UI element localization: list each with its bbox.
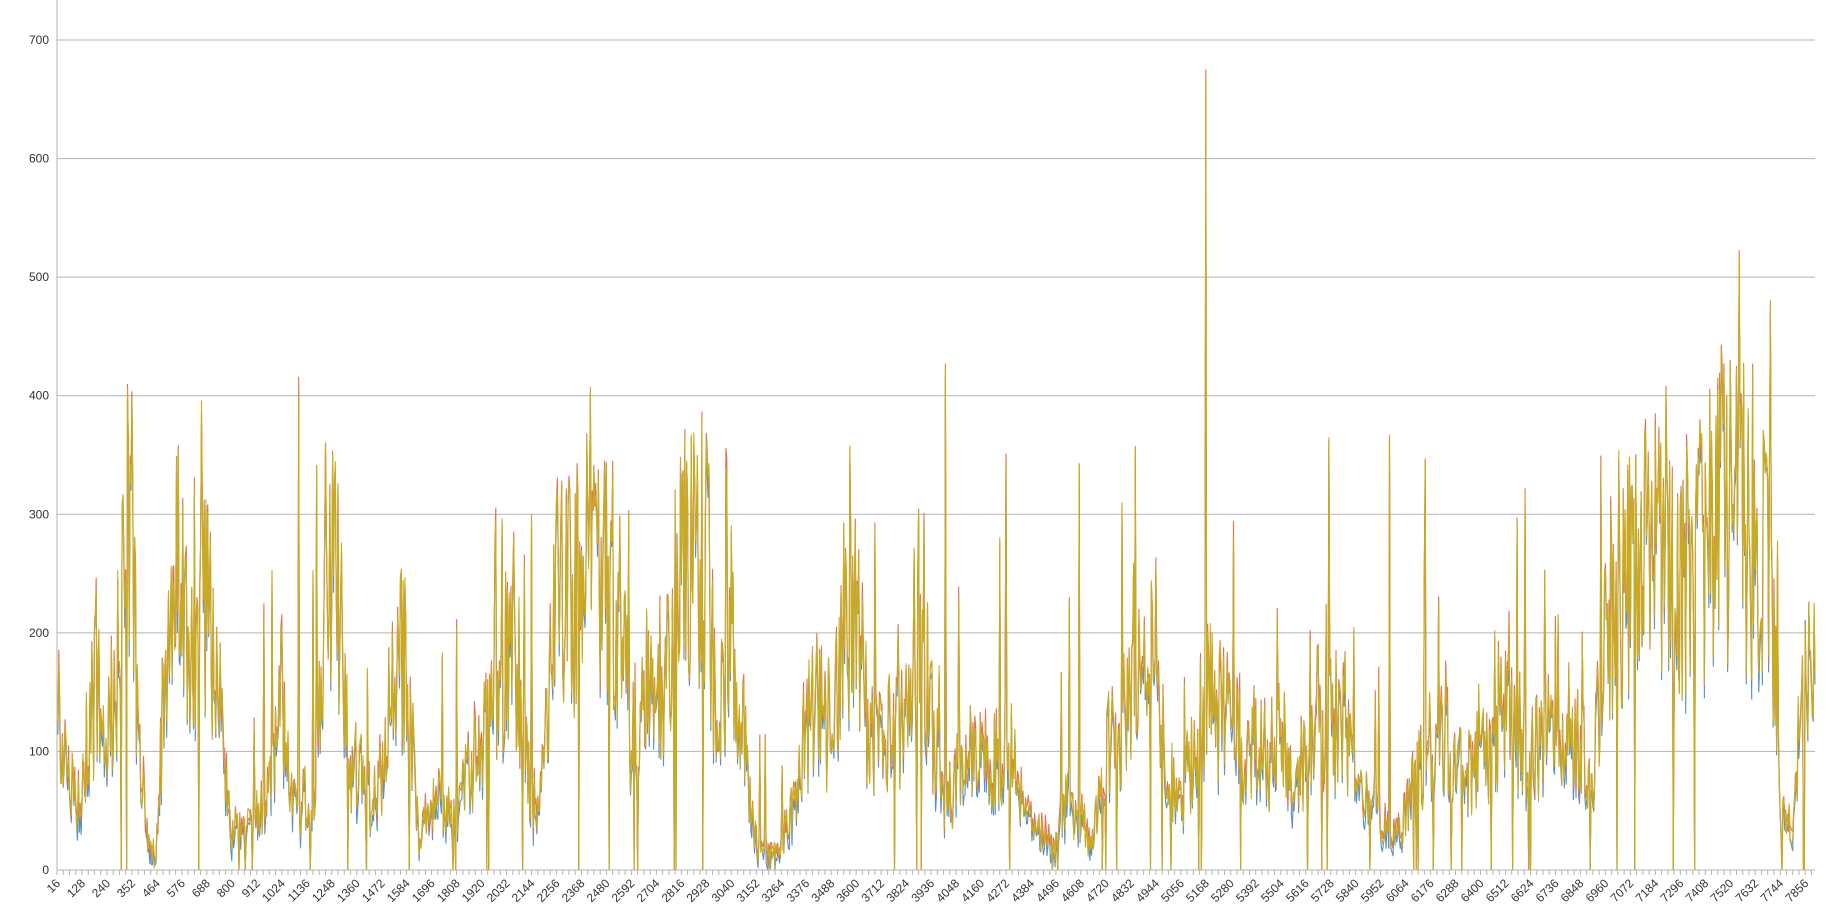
x-tick-label: 1136 — [285, 876, 313, 904]
x-tick-label: 688 — [189, 876, 213, 900]
x-tick-label: 5952 — [1358, 876, 1387, 905]
x-tick-label: 2928 — [684, 876, 713, 905]
y-tick-label: 100 — [29, 744, 49, 758]
series-line-2 — [56, 69, 1816, 871]
y-tick-label: 400 — [29, 389, 49, 403]
x-tick-label: 6848 — [1558, 876, 1587, 905]
x-tick-label: 6288 — [1433, 876, 1462, 905]
y-axis-tick-labels: 0 100 200 300 400 500 600 700 — [29, 33, 49, 877]
x-tick-label: 7856 — [1783, 876, 1812, 905]
x-tick-label: 1024 — [259, 876, 288, 905]
x-tick-label: 4496 — [1033, 876, 1062, 905]
x-tick-label: 4048 — [933, 876, 962, 905]
x-tick-label: 3152 — [734, 876, 763, 905]
x-tick-label: 240 — [89, 876, 113, 900]
x-tick-label: 2704 — [634, 876, 663, 905]
x-tick-label: 3936 — [908, 876, 937, 905]
x-tick-label: 5280 — [1208, 876, 1237, 905]
x-tick-label: 3488 — [809, 876, 838, 905]
series-line-1 — [56, 85, 1816, 871]
x-tick-label: 7072 — [1608, 876, 1637, 905]
x-tick-label: 1248 — [309, 876, 338, 905]
x-tick-label: 4384 — [1008, 876, 1037, 905]
x-tick-label: 4944 — [1133, 876, 1162, 905]
x-tick-label: 1584 — [384, 876, 413, 905]
x-tick-label: 3600 — [834, 876, 863, 905]
x-tick-label: 3376 — [784, 876, 813, 905]
x-tick-label: 7296 — [1658, 876, 1687, 905]
x-tick-label: 2592 — [609, 876, 638, 905]
x-tick-label: 3824 — [883, 876, 912, 905]
x-tick-label: 7184 — [1633, 876, 1662, 905]
x-tick-label: 5504 — [1258, 876, 1287, 905]
y-tick-label: 200 — [29, 626, 49, 640]
x-tick-label: 7408 — [1683, 876, 1712, 905]
x-tick-label: 2032 — [484, 876, 513, 905]
x-tick-label: 6624 — [1508, 876, 1537, 905]
x-tick-label: 1360 — [334, 876, 363, 905]
x-tick-label: 16 — [44, 876, 64, 896]
x-tick-label: 5616 — [1283, 876, 1312, 905]
x-tick-label: 4832 — [1108, 876, 1137, 905]
axes — [56, 0, 1815, 875]
x-tick-label: 2256 — [534, 876, 563, 905]
x-tick-label: 576 — [164, 876, 188, 900]
x-tick-label: 5168 — [1183, 876, 1212, 905]
x-tick-label: 2368 — [559, 876, 588, 905]
x-tick-label: 4608 — [1058, 876, 1087, 905]
series-line-3 — [56, 77, 1816, 871]
x-tick-label: 1920 — [459, 876, 488, 905]
x-tick-label: 6400 — [1458, 876, 1487, 905]
x-tick-label: 3712 — [858, 876, 887, 905]
x-tick-label: 800 — [214, 876, 238, 900]
x-tick-label: 6512 — [1483, 876, 1512, 905]
series-group — [56, 69, 1816, 871]
x-tick-label: 1472 — [359, 876, 388, 905]
x-tick-label: 2144 — [509, 876, 538, 905]
x-tick-label: 352 — [114, 876, 138, 900]
x-tick-label: 3264 — [759, 876, 788, 905]
x-tick-label: 2816 — [659, 876, 688, 905]
y-tick-label: 500 — [29, 270, 49, 284]
x-tick-label: 7520 — [1708, 876, 1737, 905]
x-tick-label: 7632 — [1733, 876, 1762, 905]
x-tick-label: 2480 — [584, 876, 613, 905]
x-tick-label: 128 — [64, 876, 88, 900]
x-tick-label: 6176 — [1408, 876, 1437, 905]
y-tick-label: 300 — [29, 507, 49, 521]
x-tick-label: 4160 — [958, 876, 987, 905]
x-tick-label: 464 — [139, 876, 163, 900]
y-tick-label: 600 — [29, 152, 49, 166]
y-tick-label: 700 — [29, 33, 49, 47]
x-tick-label: 5840 — [1333, 876, 1362, 905]
x-tick-label: 7744 — [1758, 876, 1787, 905]
x-tick-label: 6736 — [1533, 876, 1562, 905]
x-tick-label: 3040 — [709, 876, 738, 905]
x-tick-label: 5728 — [1308, 876, 1337, 905]
x-tick-label: 6064 — [1383, 876, 1412, 905]
x-tick-label: 5056 — [1158, 876, 1187, 905]
x-tick-label: 1808 — [434, 876, 463, 905]
x-tick-label: 6960 — [1583, 876, 1612, 905]
grid — [57, 39, 1815, 871]
x-tick-label: 4272 — [983, 876, 1012, 905]
x-tick-label: 4720 — [1083, 876, 1112, 905]
x-tick-label: 5392 — [1233, 876, 1262, 905]
x-axis-tick-labels: 16 128 240 352 464 576 688 800 91210241136124813… — [44, 876, 1812, 905]
x-tick-label: 1696 — [409, 876, 438, 905]
y-tick-label: 0 — [42, 863, 49, 877]
